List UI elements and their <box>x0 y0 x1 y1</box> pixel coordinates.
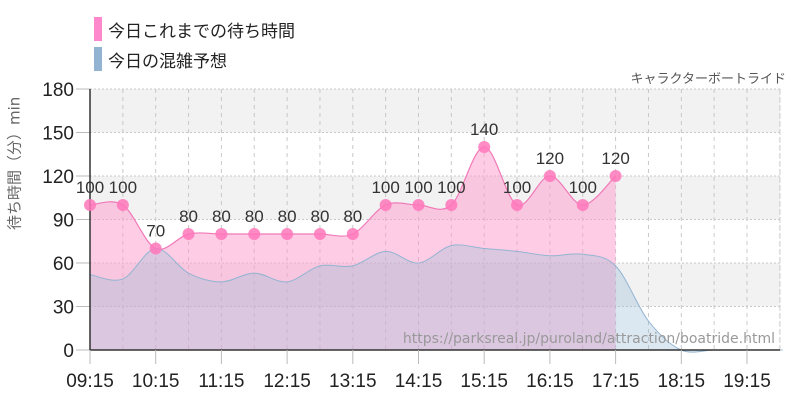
data-point-marker <box>149 242 162 255</box>
data-label: 100 <box>371 178 399 197</box>
data-label: 100 <box>109 178 137 197</box>
y-tick-label: 180 <box>42 80 74 101</box>
y-tick-label: 120 <box>42 167 74 188</box>
x-tick-label: 17:15 <box>592 371 640 392</box>
y-tick-label: 30 <box>53 298 74 319</box>
data-point-marker <box>445 199 458 211</box>
x-tick-label: 18:15 <box>658 371 706 392</box>
x-tick-label: 16:15 <box>526 371 574 392</box>
x-tick-label: 09:15 <box>66 371 114 392</box>
legend-swatch-actual <box>94 17 102 41</box>
x-tick-label: 12:15 <box>263 371 311 392</box>
data-label: 80 <box>179 207 198 226</box>
x-tick-label: 10:15 <box>132 371 180 392</box>
data-point-marker <box>576 199 589 211</box>
data-point-marker <box>511 199 524 211</box>
legend: 今日これまでの待ち時間 今日の混雑予想 <box>94 14 295 74</box>
data-label: 100 <box>76 178 104 197</box>
data-label: 140 <box>470 120 498 139</box>
data-point-marker <box>84 199 96 211</box>
data-point-marker <box>281 228 294 240</box>
legend-swatch-forecast <box>94 47 102 71</box>
x-tick-label: 13:15 <box>329 371 377 392</box>
data-label: 80 <box>343 207 362 226</box>
data-point-marker <box>313 228 326 240</box>
y-tick-label: 60 <box>53 254 74 275</box>
legend-label-actual: 今日これまでの待ち時間 <box>108 21 295 42</box>
data-label: 100 <box>404 178 432 197</box>
data-label: 120 <box>601 149 629 168</box>
data-point-marker <box>248 228 261 240</box>
watermark-url: https://parksreal.jp/puroland/attraction… <box>403 331 775 347</box>
data-point-marker <box>412 199 425 211</box>
x-tick-label: 15:15 <box>460 371 508 392</box>
data-point-marker <box>543 170 556 182</box>
data-label: 80 <box>310 207 329 226</box>
x-tick-label: 11:15 <box>198 371 244 392</box>
chart-subtitle: キャラクターボートライド <box>630 72 786 87</box>
data-label: 80 <box>212 207 231 226</box>
data-label: 80 <box>278 207 297 226</box>
y-tick-label: 0 <box>63 341 74 362</box>
actual-area <box>90 147 616 350</box>
data-label: 120 <box>536 149 564 168</box>
legend-label-forecast: 今日の混雑予想 <box>108 51 227 72</box>
data-label: 100 <box>569 178 597 197</box>
x-tick-label: 14:15 <box>395 371 443 392</box>
data-point-marker <box>379 199 392 211</box>
forecast-line <box>89 244 783 353</box>
legend-item-actual[interactable]: 今日これまでの待ち時間 <box>94 14 295 44</box>
y-tick-label: 150 <box>42 124 74 145</box>
data-point-marker <box>346 228 359 240</box>
data-point-marker <box>609 170 622 182</box>
data-point-marker <box>478 141 491 153</box>
data-label: 100 <box>437 178 465 197</box>
data-label: 100 <box>503 178 531 197</box>
grid-band <box>90 89 780 133</box>
data-point-marker <box>215 228 228 240</box>
data-label: 80 <box>245 207 264 226</box>
forecast-area <box>90 244 783 353</box>
legend-item-forecast[interactable]: 今日の混雑予想 <box>94 44 295 74</box>
data-point-marker <box>182 228 195 240</box>
data-point-marker <box>116 199 129 211</box>
y-tick-label: 90 <box>53 211 74 232</box>
data-label: 70 <box>146 222 165 241</box>
x-tick-label: 19:15 <box>723 371 771 392</box>
